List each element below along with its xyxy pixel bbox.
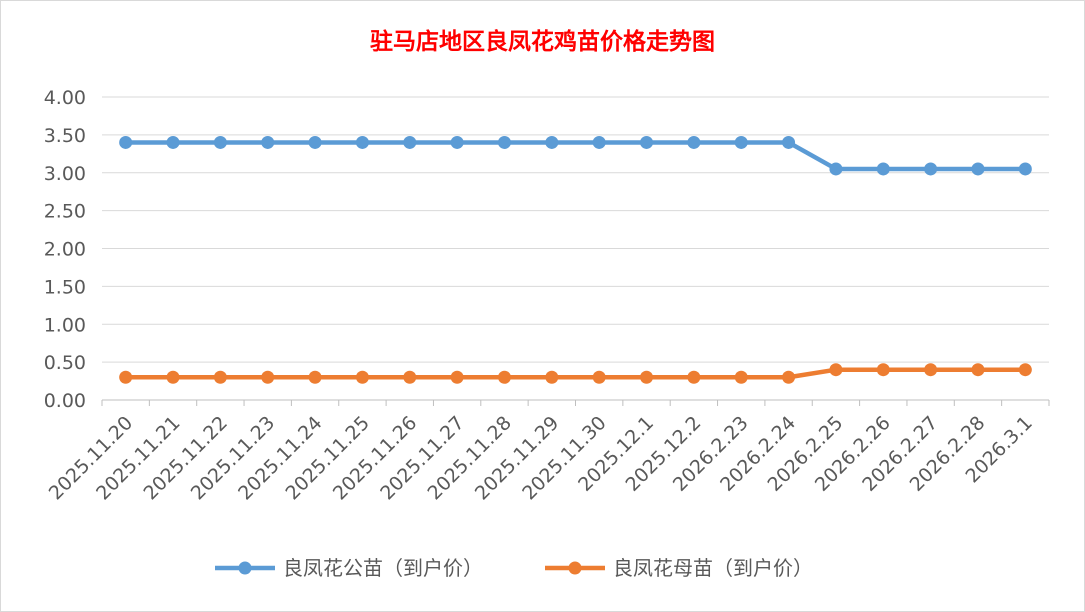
data-point bbox=[734, 135, 748, 149]
data-point bbox=[971, 162, 985, 176]
y-tick-label: 3.50 bbox=[44, 125, 86, 147]
data-point bbox=[403, 370, 417, 384]
data-point bbox=[829, 162, 843, 176]
data-point bbox=[592, 370, 606, 384]
data-point bbox=[640, 370, 654, 384]
data-point bbox=[213, 135, 227, 149]
legend-label: 良凤花公苗（到户价） bbox=[283, 556, 483, 580]
data-point bbox=[450, 135, 464, 149]
y-tick-label: 0.50 bbox=[44, 352, 86, 374]
data-point bbox=[545, 135, 559, 149]
data-point bbox=[355, 135, 369, 149]
y-tick-label: 0.00 bbox=[44, 390, 86, 412]
data-point bbox=[450, 370, 464, 384]
data-point bbox=[261, 135, 275, 149]
legend-label: 良凤花母苗（到户价） bbox=[613, 556, 813, 580]
data-point bbox=[829, 363, 843, 377]
data-point bbox=[497, 370, 511, 384]
data-point bbox=[497, 135, 511, 149]
data-point bbox=[166, 135, 180, 149]
data-point bbox=[687, 135, 701, 149]
series-line-2 bbox=[125, 367, 1026, 380]
data-point bbox=[1018, 162, 1032, 176]
data-point bbox=[876, 162, 890, 176]
legend-marker bbox=[238, 561, 252, 575]
data-point bbox=[640, 135, 654, 149]
data-point bbox=[261, 370, 275, 384]
y-tick-label: 2.00 bbox=[44, 239, 86, 261]
y-tick-label: 3.00 bbox=[44, 163, 86, 185]
y-tick-label: 4.00 bbox=[44, 87, 86, 109]
data-point bbox=[734, 370, 748, 384]
data-point bbox=[971, 363, 985, 377]
data-point bbox=[166, 370, 180, 384]
data-point bbox=[545, 370, 559, 384]
data-point bbox=[213, 370, 227, 384]
data-point bbox=[308, 370, 322, 384]
y-tick-label: 1.50 bbox=[44, 276, 86, 298]
series-line-1 bbox=[125, 140, 1026, 172]
data-point bbox=[782, 370, 796, 384]
data-point bbox=[782, 135, 796, 149]
data-point bbox=[308, 135, 322, 149]
data-point bbox=[924, 363, 938, 377]
data-point bbox=[924, 162, 938, 176]
legend-marker bbox=[568, 561, 582, 575]
y-tick-label: 1.00 bbox=[44, 314, 86, 336]
data-point bbox=[1018, 363, 1032, 377]
data-point bbox=[119, 135, 133, 149]
chart-title: 驻马店地区良凤花鸡苗价格走势图 bbox=[370, 28, 715, 55]
data-point bbox=[119, 370, 133, 384]
data-point bbox=[876, 363, 890, 377]
data-point bbox=[403, 135, 417, 149]
y-tick-label: 2.50 bbox=[44, 201, 86, 223]
data-point bbox=[355, 370, 369, 384]
data-point bbox=[592, 135, 606, 149]
data-point bbox=[687, 370, 701, 384]
